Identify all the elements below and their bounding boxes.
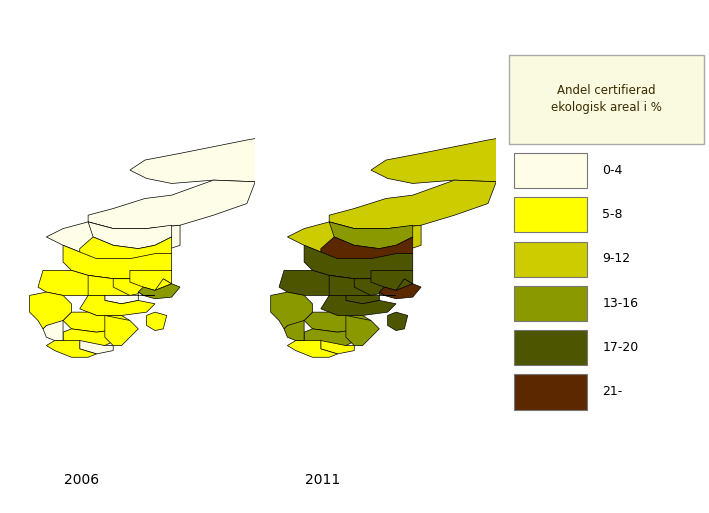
Polygon shape xyxy=(43,321,63,341)
Polygon shape xyxy=(287,341,337,357)
Polygon shape xyxy=(346,292,396,304)
Text: 13-16: 13-16 xyxy=(603,297,638,310)
Polygon shape xyxy=(279,270,354,295)
Polygon shape xyxy=(46,222,180,259)
Polygon shape xyxy=(329,180,496,229)
Polygon shape xyxy=(130,128,322,184)
FancyBboxPatch shape xyxy=(508,55,704,144)
Polygon shape xyxy=(63,329,121,346)
FancyBboxPatch shape xyxy=(514,197,587,232)
Polygon shape xyxy=(304,329,362,346)
Polygon shape xyxy=(138,284,180,299)
Polygon shape xyxy=(284,321,304,341)
Polygon shape xyxy=(113,279,172,295)
Text: 9-12: 9-12 xyxy=(603,252,630,265)
FancyBboxPatch shape xyxy=(514,242,587,277)
Polygon shape xyxy=(88,222,172,249)
FancyBboxPatch shape xyxy=(514,153,587,188)
Text: 2006: 2006 xyxy=(64,472,99,487)
Text: 0-4: 0-4 xyxy=(603,164,623,177)
Text: Andel certifierad
ekologisk areal i %: Andel certifierad ekologisk areal i % xyxy=(551,84,661,114)
Polygon shape xyxy=(30,292,72,329)
Polygon shape xyxy=(147,312,167,330)
Polygon shape xyxy=(371,128,563,184)
Text: 17-20: 17-20 xyxy=(603,341,639,354)
Polygon shape xyxy=(304,312,371,332)
Text: 2011: 2011 xyxy=(305,472,340,487)
Polygon shape xyxy=(287,222,421,259)
Text: 21-: 21- xyxy=(603,385,623,399)
Polygon shape xyxy=(320,341,354,354)
Polygon shape xyxy=(379,284,421,299)
Polygon shape xyxy=(329,222,413,249)
Polygon shape xyxy=(80,341,113,354)
Polygon shape xyxy=(63,245,172,279)
Polygon shape xyxy=(105,315,138,346)
Polygon shape xyxy=(271,292,313,329)
Polygon shape xyxy=(88,275,147,295)
Polygon shape xyxy=(304,245,413,279)
Polygon shape xyxy=(388,312,408,330)
FancyBboxPatch shape xyxy=(514,374,587,409)
Polygon shape xyxy=(63,312,130,332)
Text: 5-8: 5-8 xyxy=(603,208,623,221)
Polygon shape xyxy=(130,270,172,290)
Polygon shape xyxy=(80,237,172,270)
Polygon shape xyxy=(105,292,155,304)
Polygon shape xyxy=(371,270,413,290)
Polygon shape xyxy=(46,341,96,357)
FancyBboxPatch shape xyxy=(514,286,587,321)
Polygon shape xyxy=(329,275,388,295)
Polygon shape xyxy=(88,180,255,229)
Polygon shape xyxy=(346,315,379,346)
Polygon shape xyxy=(354,279,413,295)
Polygon shape xyxy=(80,295,155,315)
FancyBboxPatch shape xyxy=(514,330,587,365)
Polygon shape xyxy=(38,270,113,295)
Polygon shape xyxy=(320,237,413,270)
Polygon shape xyxy=(320,295,396,315)
